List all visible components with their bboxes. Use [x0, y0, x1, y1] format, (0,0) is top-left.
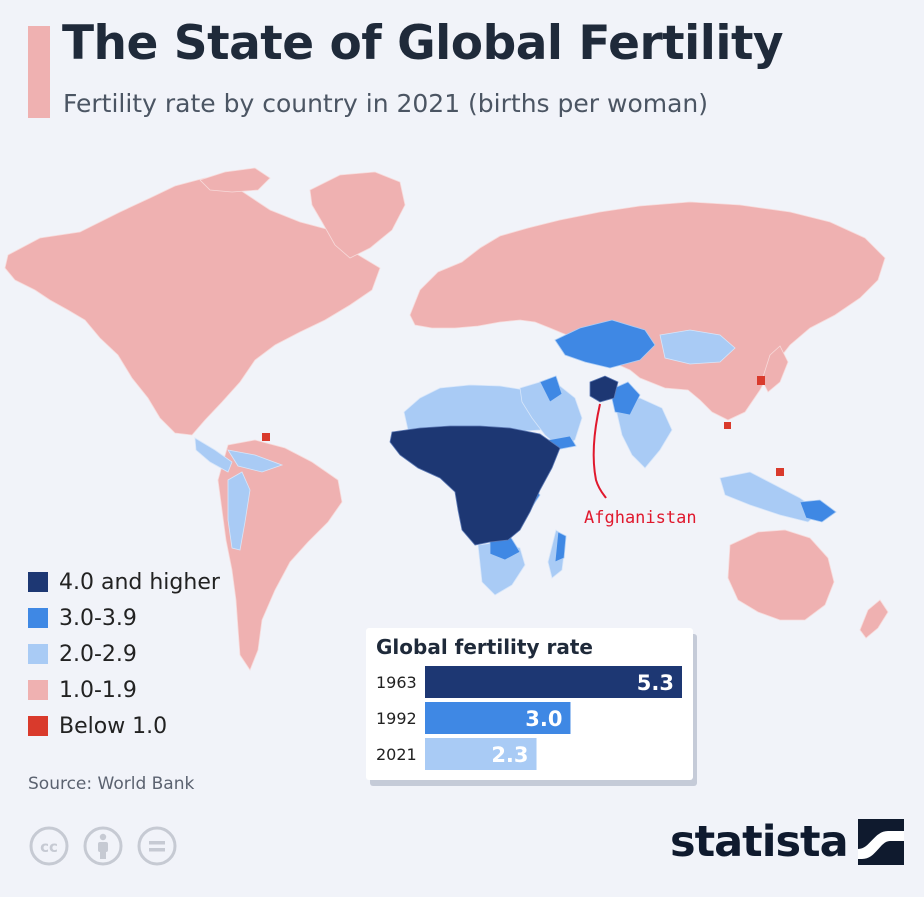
very-low-marker-korea	[757, 376, 765, 385]
bar-1963	[425, 666, 682, 698]
bar-2021	[425, 738, 537, 770]
legend-item: 4.0 and higher	[28, 564, 220, 600]
attribution-icon[interactable]	[82, 825, 124, 867]
legend-label: Below 1.0	[59, 713, 168, 739]
afghanistan-annotation-label: Afghanistan	[584, 508, 697, 528]
world-map	[4, 167, 889, 671]
mongolia-region	[659, 329, 736, 365]
brand-logo[interactable]: statista	[670, 817, 904, 867]
central-asia-region	[554, 319, 656, 369]
new-zealand-region	[859, 599, 889, 639]
iraq-region	[539, 375, 563, 403]
madagascar-blue-region	[554, 531, 567, 563]
cc-icon[interactable]: cc	[28, 825, 70, 867]
title-accent-bar	[28, 26, 50, 118]
legend-label: 4.0 and higher	[59, 569, 220, 595]
bar-category-label: 1992	[376, 709, 417, 728]
arctic-islands-region	[199, 167, 271, 193]
bar-chart: 1963 5.3 1992 3.0 2021 2.3	[376, 666, 682, 770]
sub-saharan-africa-region	[389, 425, 561, 546]
bar-chart-title: Global fertility rate	[376, 635, 593, 659]
bar-value-label: 5.3	[637, 671, 674, 695]
bar-value-label: 2.3	[491, 743, 528, 767]
legend-swatch	[28, 608, 48, 628]
legend-label: 1.0-1.9	[59, 677, 137, 703]
bar-1992	[425, 702, 571, 734]
bar-category-label: 2021	[376, 745, 417, 764]
statista-logo-icon	[857, 819, 904, 865]
annotation-arrow	[592, 403, 607, 499]
svg-text:cc: cc	[40, 838, 58, 856]
legend-item: Below 1.0	[28, 708, 220, 744]
australia-region	[727, 529, 835, 621]
source-note: Source: World Bank	[28, 774, 195, 794]
greenland-region	[309, 171, 406, 259]
legend-swatch	[28, 572, 48, 592]
legend-item: 2.0-2.9	[28, 636, 220, 672]
bar-category-label: 1963	[376, 673, 417, 692]
page-title: The State of Global Fertility	[62, 16, 784, 71]
license-icons: cc	[28, 825, 178, 867]
south-america-region	[217, 439, 343, 671]
papua-region	[799, 499, 837, 523]
caribbean-region	[227, 449, 284, 473]
legend-item: 3.0-3.9	[28, 600, 220, 636]
central-america-region	[194, 437, 233, 473]
very-low-marker-caribbean	[262, 433, 270, 441]
pakistan-region	[609, 381, 641, 416]
andes-region	[227, 471, 251, 551]
no-derivatives-icon[interactable]	[136, 825, 178, 867]
page-subtitle: Fertility rate by country in 2021 (birth…	[63, 89, 709, 118]
afghanistan-region	[589, 375, 619, 403]
bar-value-label: 3.0	[525, 707, 562, 731]
south-asia-region	[614, 397, 673, 469]
legend-label: 3.0-3.9	[59, 605, 137, 631]
legend-swatch	[28, 716, 48, 736]
north-america-region	[4, 177, 381, 436]
legend-swatch	[28, 680, 48, 700]
brand-wordmark: statista	[670, 817, 849, 867]
global-fertility-panel: Global fertility rate 1963 5.3 1992 3.0 2021…	[366, 628, 693, 780]
legend: 4.0 and higher 3.0-3.9 2.0-2.9 1.0-1.9 B…	[28, 564, 220, 744]
very-low-marker-pacific	[776, 468, 784, 476]
very-low-marker-hongkong	[724, 422, 731, 429]
legend-swatch	[28, 644, 48, 664]
legend-label: 2.0-2.9	[59, 641, 137, 667]
legend-item: 1.0-1.9	[28, 672, 220, 708]
